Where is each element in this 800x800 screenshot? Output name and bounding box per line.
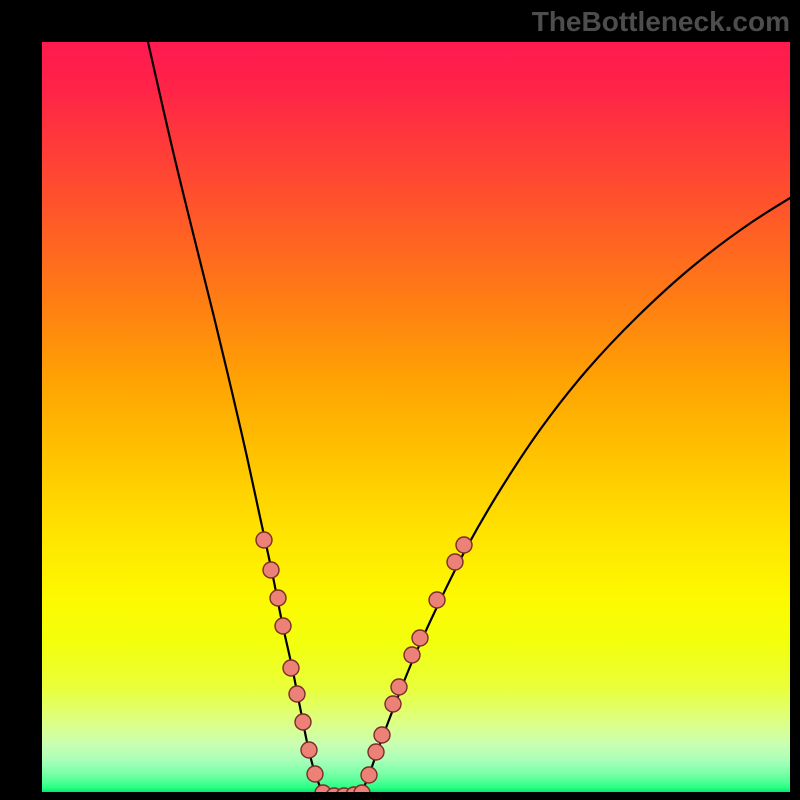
bottleneck-chart xyxy=(42,42,790,792)
marker-right xyxy=(404,647,420,663)
marker-right xyxy=(456,537,472,553)
marker-right xyxy=(447,554,463,570)
marker-left xyxy=(263,562,279,578)
gradient-background xyxy=(42,42,790,792)
marker-right xyxy=(374,727,390,743)
marker-right xyxy=(385,696,401,712)
marker-left xyxy=(295,714,311,730)
marker-right xyxy=(391,679,407,695)
marker-right xyxy=(412,630,428,646)
watermark-text: TheBottleneck.com xyxy=(532,6,790,38)
marker-right xyxy=(368,744,384,760)
marker-left xyxy=(270,590,286,606)
marker-right xyxy=(429,592,445,608)
marker-left xyxy=(283,660,299,676)
marker-left xyxy=(289,686,305,702)
marker-left xyxy=(275,618,291,634)
marker-left xyxy=(301,742,317,758)
marker-left xyxy=(256,532,272,548)
marker-left xyxy=(307,766,323,782)
marker-right xyxy=(361,767,377,783)
